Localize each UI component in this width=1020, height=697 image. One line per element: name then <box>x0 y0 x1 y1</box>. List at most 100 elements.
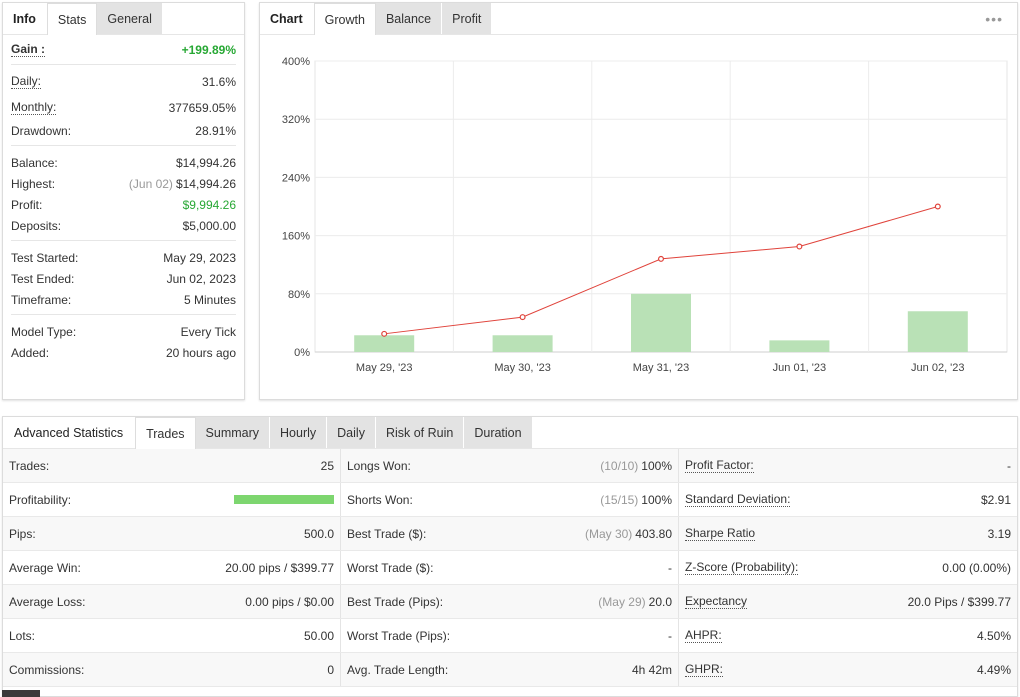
timeframe-row: Timeframe: 5 Minutes <box>3 289 244 310</box>
tab-general[interactable]: General <box>97 3 163 34</box>
chart-point <box>658 255 665 262</box>
test-started-row: Test Started: May 29, 2023 <box>3 247 244 268</box>
highest-date: (Jun 02) <box>128 176 173 191</box>
stat-cell: Shorts Won: (15/15) 100% <box>341 483 679 516</box>
stat-label: Commissions: <box>9 662 85 677</box>
stat-label-tooltip[interactable]: Profit Factor: <box>685 457 754 473</box>
x-tick-label: May 29, '23 <box>356 362 413 374</box>
monthly-label[interactable]: Monthly: <box>11 99 57 115</box>
monthly-row: Monthly: 377659.05% <box>3 97 244 118</box>
stat-label-tooltip[interactable]: Z-Score (Probability): <box>685 559 799 575</box>
added-value: 20 hours ago <box>165 345 236 360</box>
stat-value: - <box>668 560 672 575</box>
tab-duration[interactable]: Duration <box>464 417 533 448</box>
balance-value: $14,994.26 <box>175 155 236 170</box>
test-ended-value: Jun 02, 2023 <box>166 271 236 286</box>
stat-note: (May 29) <box>598 594 646 609</box>
y-tick-label: 80% <box>288 289 310 301</box>
stat-label-tooltip[interactable]: AHPR: <box>685 627 722 643</box>
gain-label[interactable]: Gain : <box>11 41 46 57</box>
stat-cell: Average Win: 20.00 pips / $399.77 <box>3 551 341 584</box>
added-label: Added: <box>11 345 50 360</box>
stat-label-tooltip[interactable]: Standard Deviation: <box>685 491 791 507</box>
table-row: Profitability: Shorts Won: (15/15) 100% Stan… <box>3 483 1017 517</box>
stat-label: Average Win: <box>9 560 81 575</box>
stat-value: 4.49% <box>976 662 1011 677</box>
tab-hourly[interactable]: Hourly <box>270 417 328 448</box>
monthly-value: 377659.05% <box>168 100 236 115</box>
test-started-value: May 29, 2023 <box>163 250 236 265</box>
stat-value: - <box>1007 458 1011 473</box>
scroll-top-button[interactable] <box>2 690 40 697</box>
tab-trades[interactable]: Trades <box>135 417 196 449</box>
test-ended-row: Test Ended: Jun 02, 2023 <box>3 268 244 289</box>
stat-value: 4h 42m <box>631 662 672 677</box>
stat-cell: Pips: 500.0 <box>3 517 341 550</box>
info-panel: Info Stats General Gain : +199.89% Daily… <box>2 2 245 400</box>
stat-label-tooltip[interactable]: Expectancy <box>685 593 748 609</box>
tab-summary[interactable]: Summary <box>195 417 271 448</box>
tab-info[interactable]: Info <box>3 3 47 34</box>
tab-stats[interactable]: Stats <box>46 3 98 35</box>
stat-cell: Profitability: <box>3 483 341 516</box>
tab-risk-of-ruin[interactable]: Risk of Ruin <box>375 417 465 448</box>
stat-cell: Worst Trade ($): - <box>341 551 679 584</box>
stat-label-tooltip[interactable]: Sharpe Ratio <box>685 525 756 541</box>
stat-value: 3.19 <box>987 526 1011 541</box>
stat-value: 0.00 pips / $0.00 <box>245 594 334 609</box>
model-type-value: Every Tick <box>180 324 236 339</box>
stat-value: 4.50% <box>976 628 1011 643</box>
divider <box>11 240 236 241</box>
advanced-stats-table: Trades: 25 Longs Won: (10/10) 100% Profit Fac… <box>3 449 1017 687</box>
stat-note: (10/10) <box>600 458 639 473</box>
divider <box>11 314 236 315</box>
tab-advanced-statistics[interactable]: Advanced Statistics <box>3 417 136 448</box>
info-tabbar: Info Stats General <box>3 3 244 35</box>
stat-label: Best Trade ($): <box>347 526 427 541</box>
daily-row: Daily: 31.6% <box>3 71 244 92</box>
profit-label: Profit: <box>11 197 43 212</box>
y-tick-label: 0% <box>294 347 310 359</box>
tab-growth[interactable]: Growth <box>313 3 376 35</box>
table-row: Commissions: 0 Avg. Trade Length: 4h 42m GHP… <box>3 653 1017 687</box>
table-row: Average Loss: 0.00 pips / $0.00 Best Trade… <box>3 585 1017 619</box>
stat-label: Lots: <box>9 628 36 643</box>
balance-row: Balance: $14,994.26 <box>3 152 244 173</box>
profitability-bar <box>234 495 334 504</box>
chart-point <box>796 243 803 250</box>
stat-label-tooltip[interactable]: GHPR: <box>685 661 724 677</box>
stat-note: (15/15) <box>600 492 639 507</box>
chart-point <box>381 330 388 337</box>
stat-value: 0 <box>327 662 334 677</box>
profit-value: $9,994.26 <box>182 197 236 212</box>
highest-row: Highest: (Jun 02) $14,994.26 <box>3 173 244 194</box>
daily-label[interactable]: Daily: <box>11 73 42 89</box>
stat-label: Avg. Trade Length: <box>347 662 449 677</box>
y-tick-label: 240% <box>282 172 310 184</box>
stat-value: - <box>668 628 672 643</box>
divider <box>11 145 236 146</box>
model-type-label: Model Type: <box>11 324 77 339</box>
more-dots-icon[interactable]: ••• <box>985 11 1003 27</box>
chart-panel: Chart Growth Balance Profit ••• 0% 80% 160… <box>259 2 1018 400</box>
profit-row: Profit: $9,994.26 <box>3 194 244 215</box>
drawdown-label: Drawdown: <box>11 123 72 138</box>
chart-bar <box>631 293 691 352</box>
stat-cell: Z-Score (Probability): 0.00 (0.00%) <box>679 551 1017 584</box>
balance-label: Balance: <box>11 155 58 170</box>
tab-chart[interactable]: Chart <box>260 3 314 34</box>
y-tick-label: 160% <box>282 231 310 243</box>
tab-balance[interactable]: Balance <box>375 3 443 34</box>
highest-label: Highest: <box>11 176 56 191</box>
stat-label: Trades: <box>9 458 50 473</box>
stat-cell: Lots: 50.00 <box>3 619 341 652</box>
stat-label: Best Trade (Pips): <box>347 594 444 609</box>
stat-label: Shorts Won: <box>347 492 413 507</box>
x-tick-label: May 31, '23 <box>633 362 690 374</box>
stat-value: 403.80 <box>635 526 672 541</box>
tab-profit[interactable]: Profit <box>442 3 493 34</box>
tab-daily[interactable]: Daily <box>327 417 376 448</box>
model-type-row: Model Type: Every Tick <box>3 321 244 342</box>
stat-cell: Longs Won: (10/10) 100% <box>341 449 679 482</box>
stat-value: 25 <box>320 458 334 473</box>
